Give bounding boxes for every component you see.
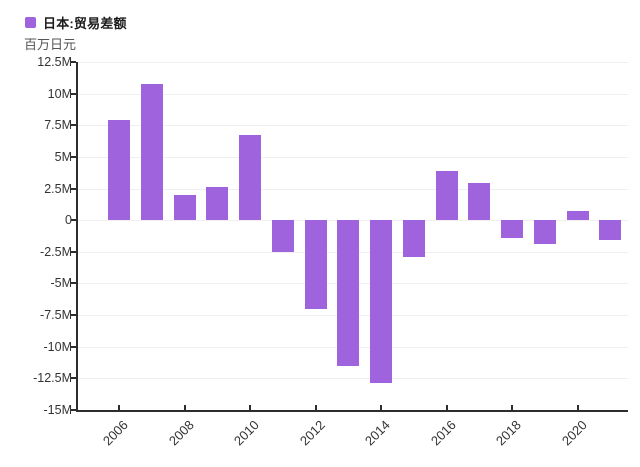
gridline [78, 188, 628, 190]
gridline [78, 93, 628, 95]
x-tick-label-2012: 2012 [296, 417, 328, 449]
x-tick-label-2020: 2020 [558, 417, 590, 449]
y-tick-label: 5M [54, 149, 72, 164]
bar-2011[interactable] [271, 220, 294, 252]
y-tick-mark [71, 92, 76, 95]
y-tick-mark [71, 282, 76, 285]
gridline [78, 125, 628, 127]
y-tick-mark [71, 61, 76, 63]
bar-2018[interactable] [501, 220, 523, 238]
gridline [78, 156, 628, 158]
x-tick-label-2008: 2008 [165, 417, 197, 449]
y-tick-mark [71, 250, 76, 253]
y-tick-mark [71, 409, 76, 411]
bar-2015[interactable] [402, 220, 425, 257]
y-tick-label: 2.5M [44, 181, 72, 196]
x-tick-label-2014: 2014 [361, 417, 393, 449]
bar-2021[interactable] [599, 220, 622, 241]
y-tick-mark [71, 124, 76, 127]
y-tick-label: 12.5M [37, 55, 72, 69]
bar-2009[interactable] [206, 187, 229, 221]
legend-label: 日本:贸易差额 [43, 16, 127, 31]
y-tick-label: -15M [43, 403, 72, 417]
x-tick-mark [380, 405, 382, 412]
bar-2019[interactable] [533, 220, 556, 245]
y-tick-label: 7.5M [44, 118, 72, 133]
x-tick-mark [511, 405, 513, 412]
bar-2016[interactable] [435, 170, 458, 221]
x-axis-line [76, 410, 628, 412]
x-tick-mark [118, 405, 120, 412]
axis-unit-label: 百万日元 [24, 37, 77, 52]
bar-2020[interactable] [566, 211, 589, 221]
plot-area: 12.5M 10M 7.5M 5M 2.5M 0 -2.5M -5M -7.5M -10M -12.… [33, 56, 628, 448]
y-tick-mark [71, 155, 76, 158]
y-tick-mark [71, 345, 76, 348]
gridline [78, 378, 628, 380]
x-tick-mark [314, 405, 317, 412]
bar-2013[interactable] [337, 220, 360, 366]
y-tick-label: -2.5M [40, 244, 72, 259]
y-tick-mark [71, 314, 76, 317]
x-tick-mark [249, 405, 251, 412]
y-tick-label: 0 [65, 213, 72, 228]
y-tick-mark [71, 377, 76, 380]
x-tick-mark [445, 405, 448, 412]
x-tick-label-2006: 2006 [99, 417, 131, 449]
bar-2007[interactable] [140, 83, 163, 221]
bar-2012[interactable] [304, 220, 327, 309]
bar-2014[interactable] [370, 220, 392, 384]
y-tick-label: -5M [50, 276, 72, 291]
x-tick-mark [576, 405, 579, 412]
bar-2010[interactable] [239, 135, 261, 221]
y-tick-label: -7.5M [40, 308, 72, 323]
x-tick-label-2010: 2010 [230, 417, 262, 449]
bar-2008[interactable] [173, 194, 196, 221]
x-tick-label-2018: 2018 [492, 417, 524, 449]
legend[interactable]: 日本:贸易差额 [25, 13, 127, 32]
bar-2017[interactable] [468, 183, 491, 221]
legend-marker-icon [25, 17, 36, 28]
y-tick-mark [71, 219, 76, 222]
bar-2006[interactable] [108, 120, 130, 221]
y-tick-label: 10M [47, 86, 72, 101]
x-tick-label-2016: 2016 [427, 417, 459, 449]
y-tick-label: -12.5M [33, 371, 72, 386]
gridline [78, 62, 628, 63]
y-axis-line [76, 62, 78, 410]
x-tick-mark [183, 405, 186, 412]
y-tick-mark [71, 187, 76, 190]
y-tick-label: -10M [43, 339, 72, 354]
